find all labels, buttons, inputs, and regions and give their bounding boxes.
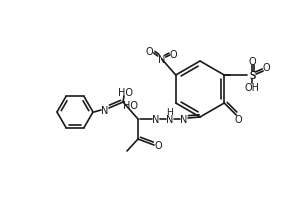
Text: N: N: [152, 115, 160, 124]
Text: N: N: [158, 55, 165, 65]
Text: HO: HO: [118, 88, 133, 97]
Text: O: O: [234, 115, 242, 124]
Text: O: O: [154, 140, 162, 150]
Text: H: H: [167, 108, 173, 117]
Text: S: S: [249, 71, 255, 81]
Text: O: O: [146, 47, 154, 57]
Text: N: N: [166, 115, 174, 124]
Text: O: O: [263, 63, 270, 73]
Text: S: S: [249, 71, 255, 81]
Text: O: O: [248, 57, 256, 67]
Text: O: O: [170, 50, 178, 60]
Text: OH: OH: [245, 83, 260, 92]
Text: N: N: [101, 105, 109, 115]
Text: HO: HO: [123, 101, 138, 110]
Text: N: N: [180, 115, 188, 124]
